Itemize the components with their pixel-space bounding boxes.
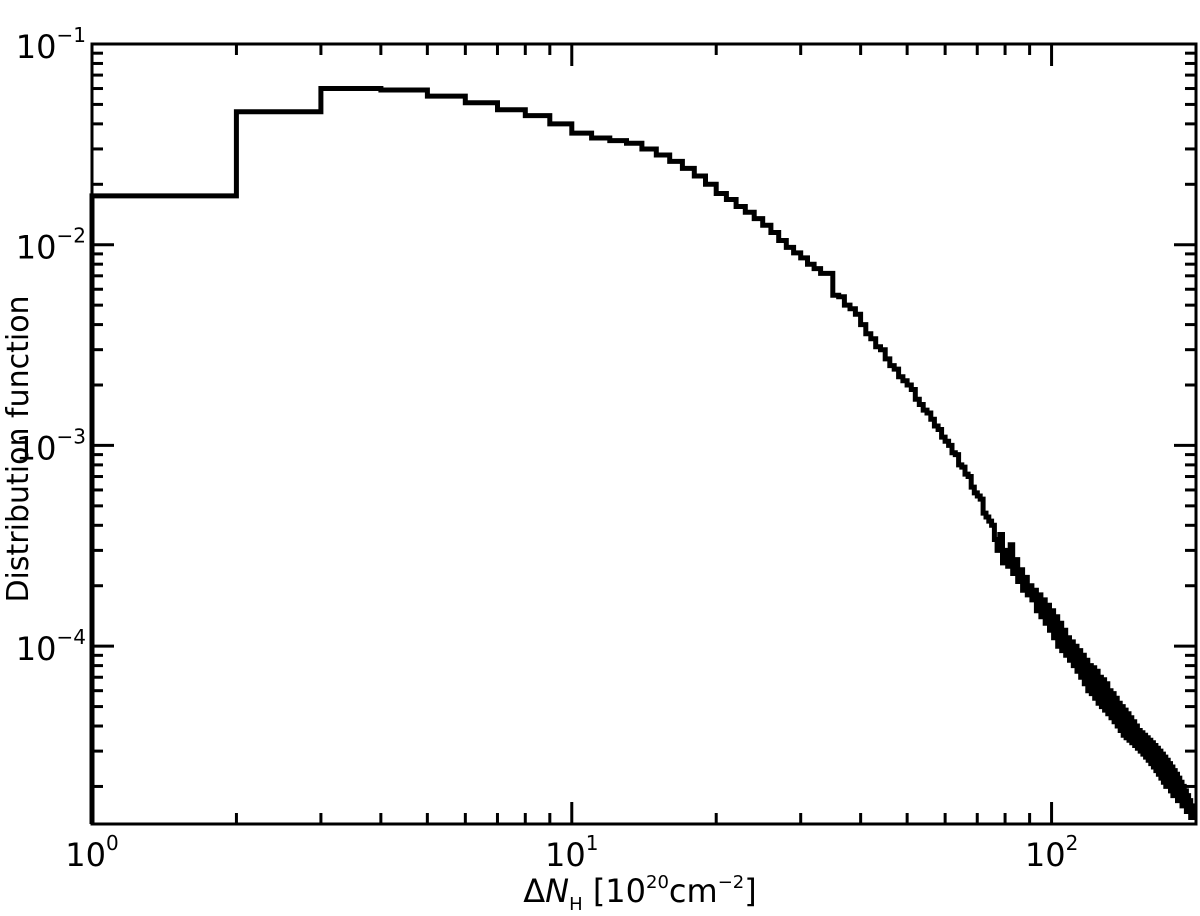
y-tick-label-base: 10 [16, 630, 57, 668]
x-axis-label-delta: Δ [523, 872, 545, 910]
plot-frame [90, 42, 1198, 826]
x-tick-label-base: 10 [545, 836, 586, 874]
x-axis-label-unit-mid: cm [669, 872, 718, 910]
x-tick-label: 101 [545, 831, 598, 874]
x-axis-label-unit-open: [10 [583, 872, 646, 910]
y-tick-label-exponent: −1 [57, 23, 86, 47]
x-axis-label-unit-close: ] [744, 872, 756, 910]
x-tick-label-exponent: 0 [106, 831, 119, 855]
x-axis-label-symbol: N [545, 872, 569, 910]
y-tick-label: 10−4 [16, 625, 86, 668]
y-tick-label-exponent: −3 [57, 424, 86, 448]
x-tick-label: 102 [1025, 831, 1078, 874]
x-tick-label-exponent: 1 [586, 831, 599, 855]
y-tick-label-exponent: −2 [57, 224, 86, 248]
y-tick-label: 10−2 [16, 224, 86, 267]
y-tick-label: 10−3 [16, 424, 86, 467]
x-axis-label-unit-exp2: −2 [718, 872, 745, 893]
x-tick-label-base: 10 [65, 836, 106, 874]
x-axis-label-subscript: H [569, 894, 583, 915]
y-tick-label-exponent: −4 [57, 625, 86, 649]
x-axis-label-unit-exp: 20 [646, 872, 669, 893]
plot-border [90, 42, 1198, 826]
axis-ticks [90, 42, 1198, 824]
x-tick-label-exponent: 2 [1066, 831, 1079, 855]
x-tick-label-base: 10 [1025, 836, 1066, 874]
distribution-step-line [89, 86, 1198, 824]
y-tick-label-base: 10 [16, 229, 57, 267]
y-axis-label: Distribution function [1, 295, 36, 602]
y-tick-label-base: 10 [16, 28, 57, 66]
y-tick-label-base: 10 [16, 429, 57, 467]
x-axis-label: ΔNH [1020cm−2] [523, 872, 756, 915]
y-tick-label: 10−1 [16, 23, 86, 66]
x-tick-label: 100 [65, 831, 118, 874]
